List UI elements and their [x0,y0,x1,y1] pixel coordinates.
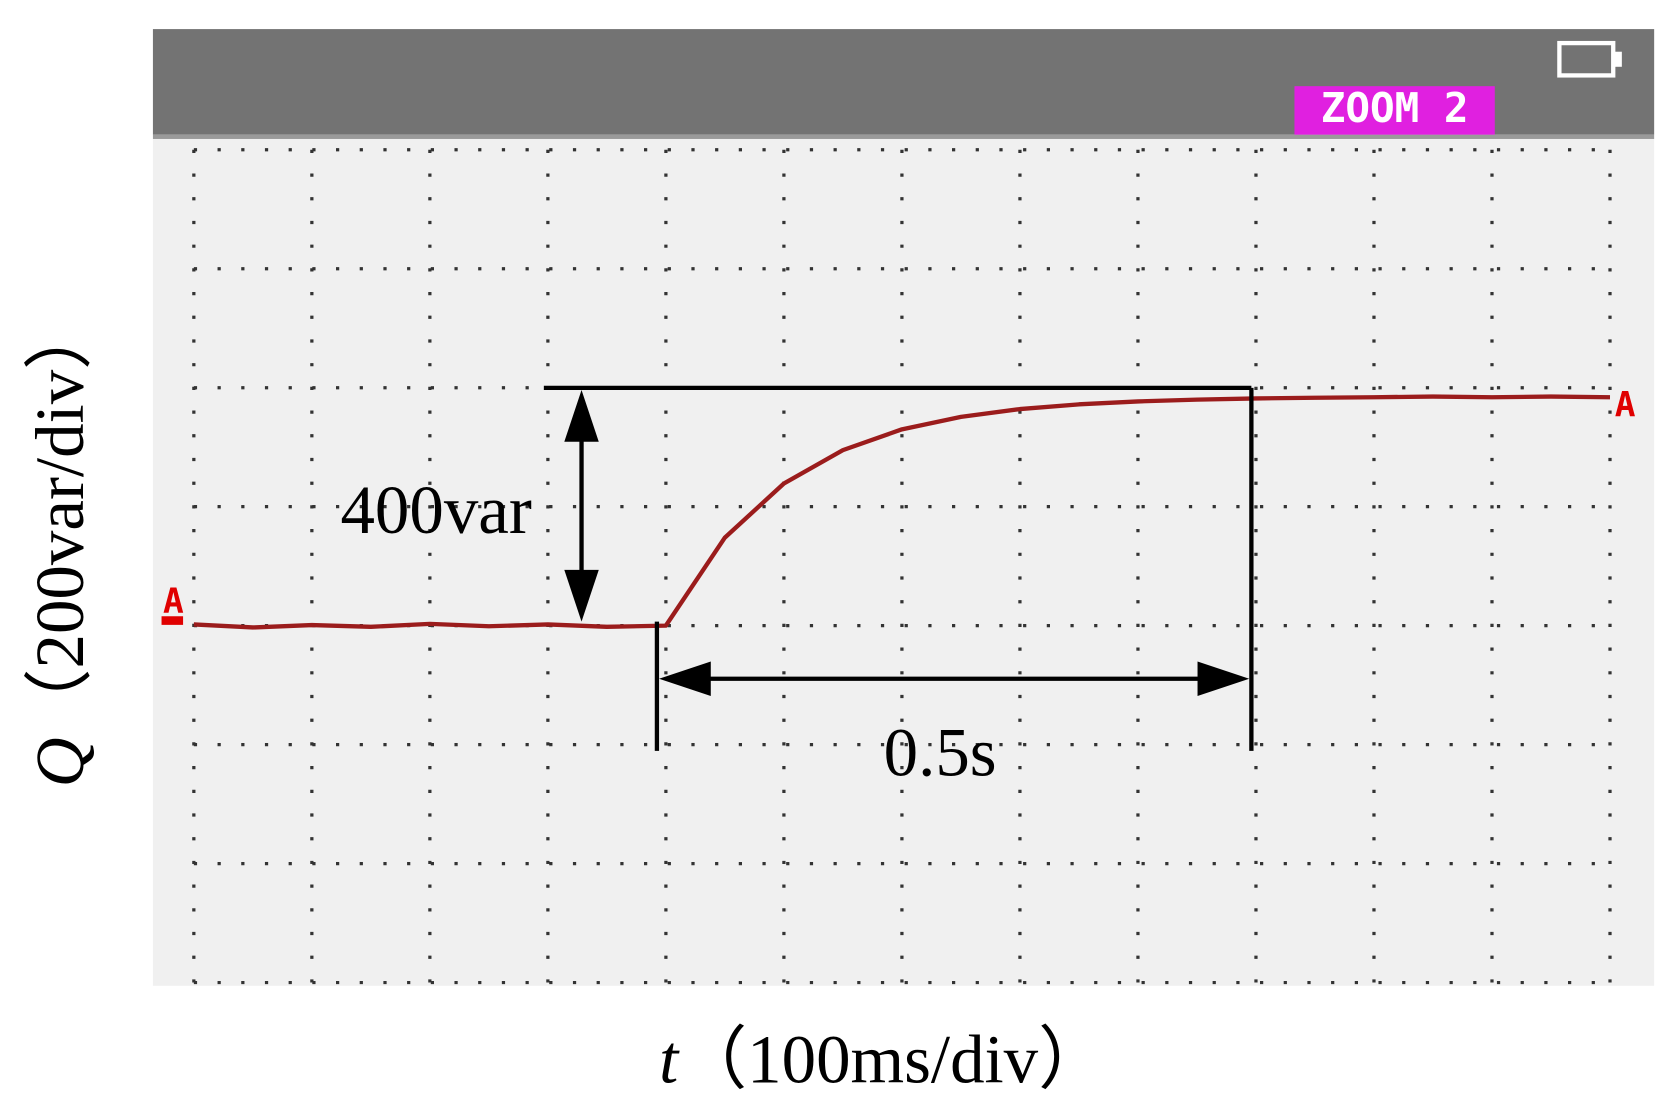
trace-marker-right: A [1615,386,1636,426]
time-annotation: 0.5s [884,714,997,790]
arrowhead [564,390,599,442]
trace-marker-left: A [163,582,184,622]
zoom-label: ZOOM 2 [1321,84,1469,132]
battery-icon [1557,40,1622,78]
trace-layer [193,394,1611,630]
amplitude-annotation: 400var [340,472,531,548]
trace-line [193,394,1611,630]
screen [152,138,1655,986]
arrowhead [564,569,599,622]
y-label-symbol: Q [22,737,98,787]
x-axis-label: t（100ms/div） [659,1021,1107,1097]
battery-tip [1613,51,1622,67]
marker-base [161,616,184,625]
arrowhead [659,661,711,696]
y-axis-label: Q（200var/div） [22,301,98,787]
arrowheads [564,390,1250,696]
x-label-symbol: t [659,1021,680,1097]
bar-edge [152,134,1655,139]
zoom-badge [1294,86,1495,135]
arrowhead [1197,661,1250,696]
dimension-lines [543,385,1254,751]
x-label-unit: （100ms/div） [678,1021,1107,1097]
y-label-unit: （200var/div） [22,301,98,738]
